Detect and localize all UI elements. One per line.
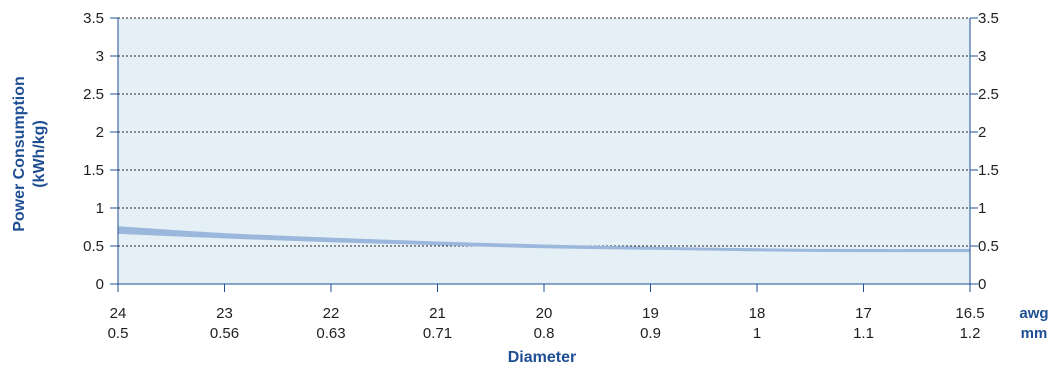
x-tick-label-awg: 19: [642, 305, 659, 322]
y-ticks-right: 0 0.5 1 1.5 2 2.5 3 3.5: [970, 10, 999, 293]
x-axis-title: Diameter: [508, 349, 576, 366]
y-tick-label-left: 1.5: [83, 162, 104, 179]
y-tick-label-right: 2.5: [978, 86, 999, 103]
x-tick-label-mm: 0.63: [316, 325, 345, 342]
y-tick-label-right: 0: [978, 276, 986, 293]
x-tick-label-mm: 0.8: [534, 325, 555, 342]
y-tick-label-left: 0.5: [83, 238, 104, 255]
y-tick-label-right: 1.5: [978, 162, 999, 179]
y-tick-label-left: 0: [96, 276, 104, 293]
y-tick-label-left: 2.5: [83, 86, 104, 103]
x-tick-label-awg: 24: [110, 305, 127, 322]
x-tick-label-mm: 0.5: [108, 325, 129, 342]
gridlines: [118, 17, 970, 247]
y-tick-label-left: 3.5: [83, 10, 104, 27]
x-tick-label-awg: 21: [429, 305, 446, 322]
power-consumption-band: [118, 226, 970, 253]
plot-background: [118, 18, 970, 284]
y-tick-label-right: 3.5: [978, 10, 999, 27]
x-unit-mm-label: mm: [1021, 325, 1048, 342]
x-tick-label-awg: 22: [323, 305, 340, 322]
x-tick-label-awg: 23: [216, 305, 233, 322]
y-axis-title-line1: Power Consumption: [11, 76, 28, 232]
x-tick-label-awg: 18: [749, 305, 766, 322]
y-axis-title-line2: (kWh/kg): [31, 120, 48, 188]
y-tick-label-right: 2: [978, 124, 986, 141]
y-tick-label-left: 3: [96, 48, 104, 65]
y-tick-label-left: 1: [96, 200, 104, 217]
y-tick-label-right: 3: [978, 48, 986, 65]
y-tick-label-right: 0.5: [978, 238, 999, 255]
y-tick-label-right: 1: [978, 200, 986, 217]
x-tick-label-awg: 20: [536, 305, 553, 322]
x-tick-label-awg: 16.5: [955, 305, 984, 322]
x-ticks: 24 0.5 23 0.56 22 0.63 21 0.71 20 0.8 19 0.9 18 1 17 1.…: [108, 284, 985, 342]
x-tick-label-mm: 1: [753, 325, 761, 342]
y-tick-label-left: 2: [96, 124, 104, 141]
x-tick-label-mm: 0.56: [210, 325, 239, 342]
x-tick-label-mm: 1.2: [960, 325, 981, 342]
x-tick-label-awg: 17: [855, 305, 872, 322]
x-unit-awg-label: awg: [1019, 305, 1048, 322]
x-tick-label-mm: 0.9: [640, 325, 661, 342]
x-tick-label-mm: 1.1: [853, 325, 874, 342]
y-ticks-left: 0 0.5 1 1.5 2 2.5 3 3.5: [83, 10, 118, 293]
x-tick-label-mm: 0.71: [423, 325, 452, 342]
